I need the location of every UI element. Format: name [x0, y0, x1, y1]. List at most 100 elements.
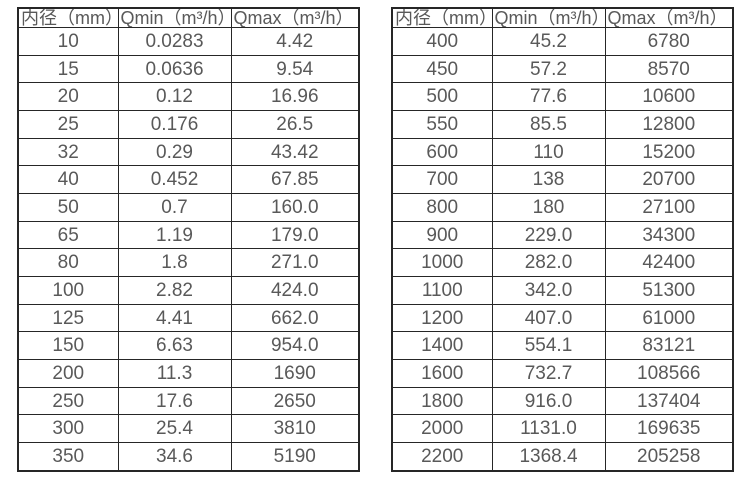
cell-diameter: 80: [17, 248, 119, 278]
table-row: 80 1.8 271.0: [17, 248, 360, 278]
cell-qmin: 0.452: [117, 165, 232, 195]
cell-diameter: 400: [391, 27, 493, 56]
cell-diameter: 450: [391, 54, 493, 84]
table-row: 200 11.3 1690: [17, 359, 360, 388]
table-row: 550 85.5 12800: [391, 110, 734, 139]
cell-qmin: 4.41: [117, 303, 232, 333]
cell-qmax: 26.5: [230, 110, 360, 139]
table-row: 20 0.12 16.96: [17, 82, 360, 112]
cell-qmin: 554.1: [491, 331, 606, 361]
table-row: 2200 1368.4 205258: [391, 442, 734, 472]
cell-qmin: 0.29: [117, 137, 232, 167]
cell-qmin: 0.176: [117, 110, 232, 139]
cell-diameter: 550: [391, 110, 493, 139]
cell-qmin: 17.6: [117, 386, 232, 416]
header-diameter: 内径（mm）: [391, 7, 493, 28]
table-row: 700 138 20700: [391, 165, 734, 195]
header-qmax: Qmax（m³/h）: [604, 7, 734, 28]
table-row: 300 25.4 3810: [17, 414, 360, 444]
cell-qmin: 0.0283: [117, 27, 232, 56]
cell-qmax: 3810: [230, 414, 360, 444]
cell-diameter: 1100: [391, 276, 493, 305]
cell-qmax: 662.0: [230, 303, 360, 333]
header-diameter: 内径（mm）: [17, 7, 119, 28]
cell-qmin: 57.2: [491, 54, 606, 84]
table-row: 65 1.19 179.0: [17, 220, 360, 250]
cell-qmin: 229.0: [491, 220, 606, 250]
cell-qmax: 179.0: [230, 220, 360, 250]
cell-qmax: 15200: [604, 137, 734, 167]
cell-qmax: 6780: [604, 27, 734, 56]
cell-qmin: 110: [491, 137, 606, 167]
cell-diameter: 25: [17, 110, 119, 139]
cell-diameter: 50: [17, 193, 119, 222]
cell-qmin: 11.3: [117, 359, 232, 388]
cell-qmax: 20700: [604, 165, 734, 195]
table-header-row: 内径（mm） Qmin（m³/h） Qmax（m³/h）: [391, 7, 734, 28]
cell-diameter: 20: [17, 82, 119, 112]
cell-diameter: 100: [17, 276, 119, 305]
table-row: 125 4.41 662.0: [17, 303, 360, 333]
header-qmax: Qmax（m³/h）: [230, 7, 360, 28]
table-row: 2000 1131.0 169635: [391, 414, 734, 444]
cell-qmax: 169635: [604, 414, 734, 444]
cell-qmin: 2.82: [117, 276, 232, 305]
cell-qmin: 282.0: [491, 248, 606, 278]
table-row: 10 0.0283 4.42: [17, 27, 360, 56]
cell-qmax: 27100: [604, 193, 734, 222]
table-row: 15 0.0636 9.54: [17, 54, 360, 84]
cell-diameter: 350: [17, 442, 119, 472]
table-row: 600 110 15200: [391, 137, 734, 167]
cell-qmax: 12800: [604, 110, 734, 139]
cell-qmin: 0.7: [117, 193, 232, 222]
cell-qmax: 160.0: [230, 193, 360, 222]
table-row: 1100 342.0 51300: [391, 276, 734, 305]
table-row: 400 45.2 6780: [391, 27, 734, 56]
table-row: 32 0.29 43.42: [17, 137, 360, 167]
table-row: 内径（mm） Qmin（m³/h） Qmax（m³/h）: [17, 7, 360, 28]
flow-spec-table-large-diameters: 内径（mm） Qmin（m³/h） Qmax（m³/h） 400 45.2 6780 45…: [391, 7, 734, 472]
cell-diameter: 32: [17, 137, 119, 167]
cell-qmax: 10600: [604, 82, 734, 112]
cell-diameter: 2200: [391, 442, 493, 472]
cell-diameter: 150: [17, 331, 119, 361]
table-row: 1800 916.0 137404: [391, 386, 734, 416]
cell-diameter: 600: [391, 137, 493, 167]
cell-qmax: 954.0: [230, 331, 360, 361]
table-row: 250 17.6 2650: [17, 386, 360, 416]
cell-qmax: 205258: [604, 442, 734, 472]
cell-qmin: 732.7: [491, 359, 606, 388]
header-qmin: Qmin（m³/h）: [117, 7, 232, 28]
cell-qmin: 45.2: [491, 27, 606, 56]
cell-qmax: 83121: [604, 331, 734, 361]
cell-diameter: 900: [391, 220, 493, 250]
table-body: 400 45.2 6780 450 57.2 8570 500 77.6 10600 550 85.…: [391, 27, 734, 472]
cell-diameter: 2000: [391, 414, 493, 444]
cell-qmin: 407.0: [491, 303, 606, 333]
cell-qmin: 1.19: [117, 220, 232, 250]
cell-qmin: 1131.0: [491, 414, 606, 444]
cell-diameter: 250: [17, 386, 119, 416]
table-row: 150 6.63 954.0: [17, 331, 360, 361]
cell-diameter: 1800: [391, 386, 493, 416]
table-row: 450 57.2 8570: [391, 54, 734, 84]
table-row: 500 77.6 10600: [391, 82, 734, 112]
cell-qmin: 6.63: [117, 331, 232, 361]
cell-qmax: 271.0: [230, 248, 360, 278]
cell-diameter: 1000: [391, 248, 493, 278]
cell-diameter: 700: [391, 165, 493, 195]
cell-qmax: 61000: [604, 303, 734, 333]
cell-qmax: 1690: [230, 359, 360, 388]
cell-diameter: 125: [17, 303, 119, 333]
cell-qmax: 2650: [230, 386, 360, 416]
cell-qmax: 51300: [604, 276, 734, 305]
cell-qmax: 424.0: [230, 276, 360, 305]
table-row: 内径（mm） Qmin（m³/h） Qmax（m³/h）: [391, 7, 734, 28]
cell-qmin: 138: [491, 165, 606, 195]
cell-qmax: 137404: [604, 386, 734, 416]
cell-diameter: 15: [17, 54, 119, 84]
cell-qmin: 0.12: [117, 82, 232, 112]
cell-qmax: 4.42: [230, 27, 360, 56]
cell-diameter: 1200: [391, 303, 493, 333]
cell-diameter: 500: [391, 82, 493, 112]
